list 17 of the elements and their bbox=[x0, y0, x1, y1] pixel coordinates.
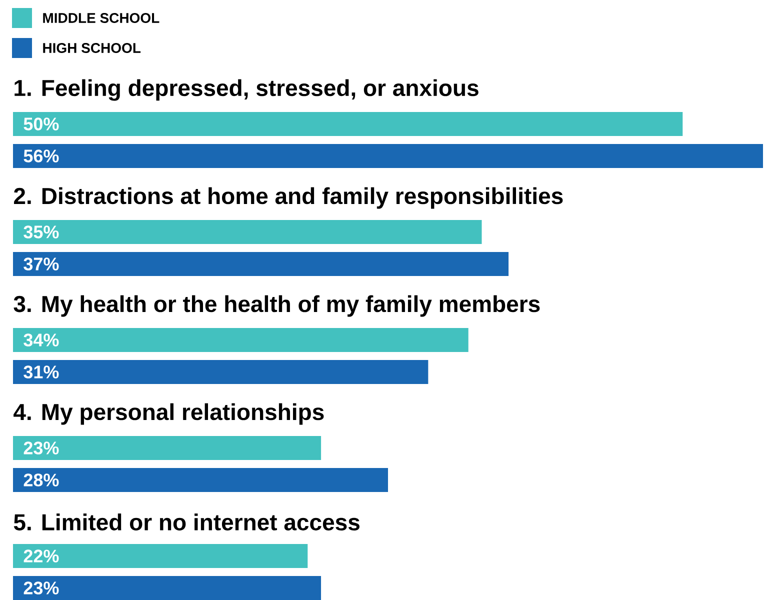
data-label: 23% bbox=[24, 582, 59, 594]
y-tick-label: 5. Limited or no internet access bbox=[14, 514, 360, 530]
data-label: 35% bbox=[24, 226, 59, 238]
y-tick-label: 2. Distractions at home and family responsibilities bbox=[14, 187, 563, 209]
data-label: 50% bbox=[24, 118, 59, 130]
y-tick-label: 4. My personal relationships bbox=[14, 403, 324, 425]
data-label: 28% bbox=[24, 474, 59, 486]
legend-label: MIDDLE SCHOOL bbox=[43, 13, 160, 23]
y-tick-label: 3. My health or the health of my family members bbox=[14, 295, 540, 317]
data-label: 37% bbox=[24, 258, 59, 270]
data-label: 23% bbox=[24, 442, 59, 454]
legend-label: HIGH SCHOOL bbox=[43, 43, 141, 53]
data-label: 34% bbox=[24, 334, 59, 346]
data-label: 22% bbox=[24, 550, 59, 562]
y-tick-label: 1. Feeling depressed, stressed, or anxious bbox=[14, 79, 478, 101]
data-label: 31% bbox=[24, 366, 59, 378]
data-label: 56% bbox=[24, 150, 59, 162]
